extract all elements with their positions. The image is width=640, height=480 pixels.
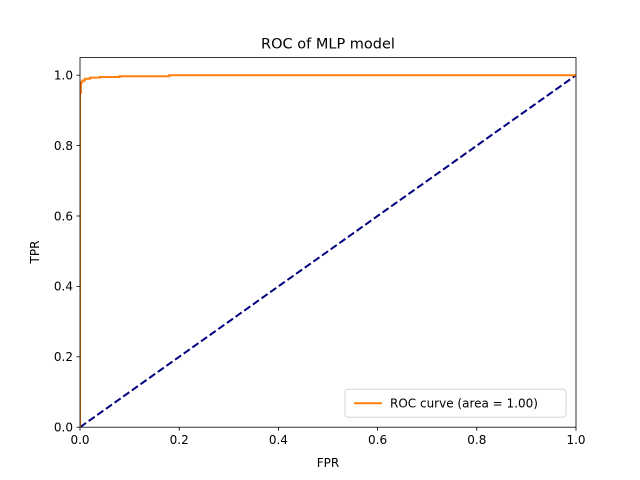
y-tick-label: 0.0 [54,421,73,435]
x-tick-label: 0.2 [170,433,189,447]
y-tick-label: 0.6 [54,209,73,223]
legend-label-roc: ROC curve (area = 1.00) [390,397,538,411]
x-tick-label: 1.0 [566,433,585,447]
x-tick-label: 0.8 [467,433,486,447]
axes-frame [79,57,577,428]
x-tick-label: 0.4 [269,433,288,447]
x-axis: 0.0 0.2 0.4 0.6 0.8 1.0 [70,427,586,447]
y-axis-label: TPR [28,241,42,265]
roc-curve-line [80,74,576,428]
chance-diagonal-line [80,74,576,428]
y-axis: 0.0 0.2 0.4 0.6 0.8 1.0 [54,69,80,435]
chart-title: ROC of MLP model [261,37,395,53]
legend-box [344,388,567,418]
legend: ROC curve (area = 1.00) [344,388,567,418]
y-tick-label: 0.2 [54,350,73,364]
y-tick-label: 1.0 [54,69,73,83]
y-tick-label: 0.4 [54,280,73,294]
axes-background [80,57,576,428]
x-tick-label: 0.6 [368,433,387,447]
y-tick-label: 0.8 [54,139,73,153]
x-tick-label: 0.0 [70,433,89,447]
series-group [80,74,576,428]
plot-area [79,57,577,428]
x-axis-label: FPR [317,456,339,470]
